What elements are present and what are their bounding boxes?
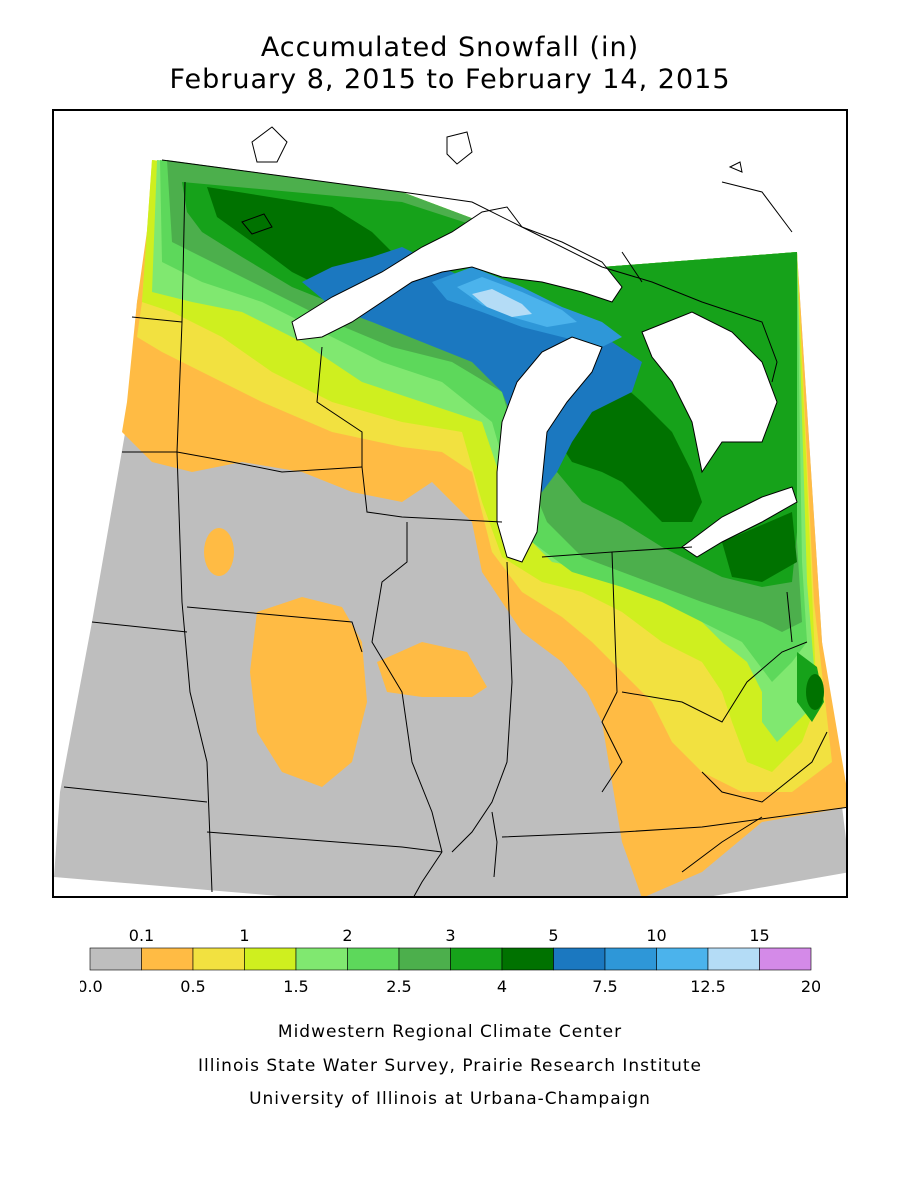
boundary-line: [186, 606, 363, 653]
boundary-line: [451, 561, 513, 853]
boundary-line: [501, 807, 846, 838]
legend-bottom-label: 12.5: [690, 977, 726, 996]
legend-swatch: [295, 947, 348, 971]
region-trace: [806, 674, 824, 710]
boundary-line: [63, 786, 208, 803]
legend-swatch: [89, 947, 142, 971]
legend-bottom-label: 1.5: [283, 977, 308, 996]
lake-erie: [681, 486, 798, 558]
legend-top-label: 0.1: [129, 926, 154, 945]
lake-ontario: [721, 181, 793, 233]
legend-top-labels: 0.1 1 2 3 5 10 15: [129, 926, 770, 945]
map-date-range: February 8, 2015 to February 14, 2015: [169, 64, 731, 95]
credit-university: University of Illinois at Urbana-Champai…: [249, 1089, 651, 1109]
region-trace: [250, 597, 367, 787]
legend-bottom-label: 0.0: [80, 977, 103, 996]
region-trace: [204, 528, 234, 576]
legend-swatch: [656, 947, 709, 971]
boundary-line: [786, 591, 793, 643]
legend-swatch: [398, 947, 451, 971]
islands: [241, 126, 743, 235]
region-trace: [722, 512, 797, 582]
legend-swatch: [553, 947, 606, 971]
region-trace: [472, 289, 532, 317]
credit-survey: Illinois State Water Survey, Prairie Res…: [198, 1056, 702, 1076]
lake-huron: [641, 311, 778, 474]
legend-bottom-label: 2.5: [386, 977, 411, 996]
legend-swatches: [89, 947, 812, 971]
lake-superior: [291, 206, 623, 341]
boundary-line: [91, 621, 188, 633]
boundary-line: [131, 316, 183, 323]
boundary-line: [361, 466, 503, 523]
boundary-line: [601, 266, 778, 383]
boundary-line: [491, 811, 498, 878]
legend-bottom-labels: 0.0 0.5 1.5 2.5 4 7.5 12.5 20: [80, 977, 820, 996]
lake-michigan: [496, 336, 603, 563]
boundary-line: [701, 731, 828, 803]
legend-top-label: 1: [239, 926, 249, 945]
island-outline: [728, 161, 743, 173]
boundary-line: [621, 251, 643, 283]
legend-swatch: [759, 947, 812, 971]
legend-bottom-label: 20: [801, 977, 820, 996]
color-scale-legend: 0.1 1 2 3 5 10 15 0.0 0.5 1.5 2.5 4 7.5 12.5 20: [80, 926, 820, 996]
legend-top-label: 3: [445, 926, 455, 945]
legend-swatch: [192, 947, 245, 971]
boundary-line: [541, 551, 623, 793]
legend-bottom-label: 7.5: [592, 977, 617, 996]
legend-swatch: [604, 947, 657, 971]
island-outline: [446, 131, 473, 165]
boundary-line: [161, 159, 603, 268]
snowfall-map: [52, 109, 848, 898]
boundary-lines: [63, 159, 846, 896]
legend-swatch: [244, 947, 297, 971]
boundary-line: [681, 816, 763, 873]
legend-swatch: [707, 947, 760, 971]
boundary-line: [611, 546, 693, 553]
legend-top-label: 15: [749, 926, 769, 945]
boundary-line: [206, 831, 443, 853]
boundary-line: [316, 346, 363, 467]
legend-bottom-label: 0.5: [180, 977, 205, 996]
region-trace: [377, 642, 487, 697]
island-outline: [251, 126, 288, 163]
legend-top-label: 2: [342, 926, 352, 945]
legend-swatch: [347, 947, 400, 971]
region-trace: [302, 247, 642, 492]
boundary-line: [621, 641, 808, 723]
legend-top-label: 10: [646, 926, 666, 945]
boundary-line: [371, 522, 443, 853]
boundary-line: [122, 451, 363, 473]
legend-bottom-label: 4: [497, 977, 507, 996]
island-outline: [241, 213, 273, 235]
legend-swatch: [450, 947, 503, 971]
map-title: Accumulated Snowfall (in): [260, 32, 640, 63]
legend-swatch: [141, 947, 194, 971]
legend-swatch: [501, 947, 554, 971]
legend-top-label: 5: [548, 926, 558, 945]
map-canvas: [54, 126, 846, 896]
boundary-line: [413, 851, 443, 896]
credit-organization: Midwestern Regional Climate Center: [277, 1022, 623, 1042]
